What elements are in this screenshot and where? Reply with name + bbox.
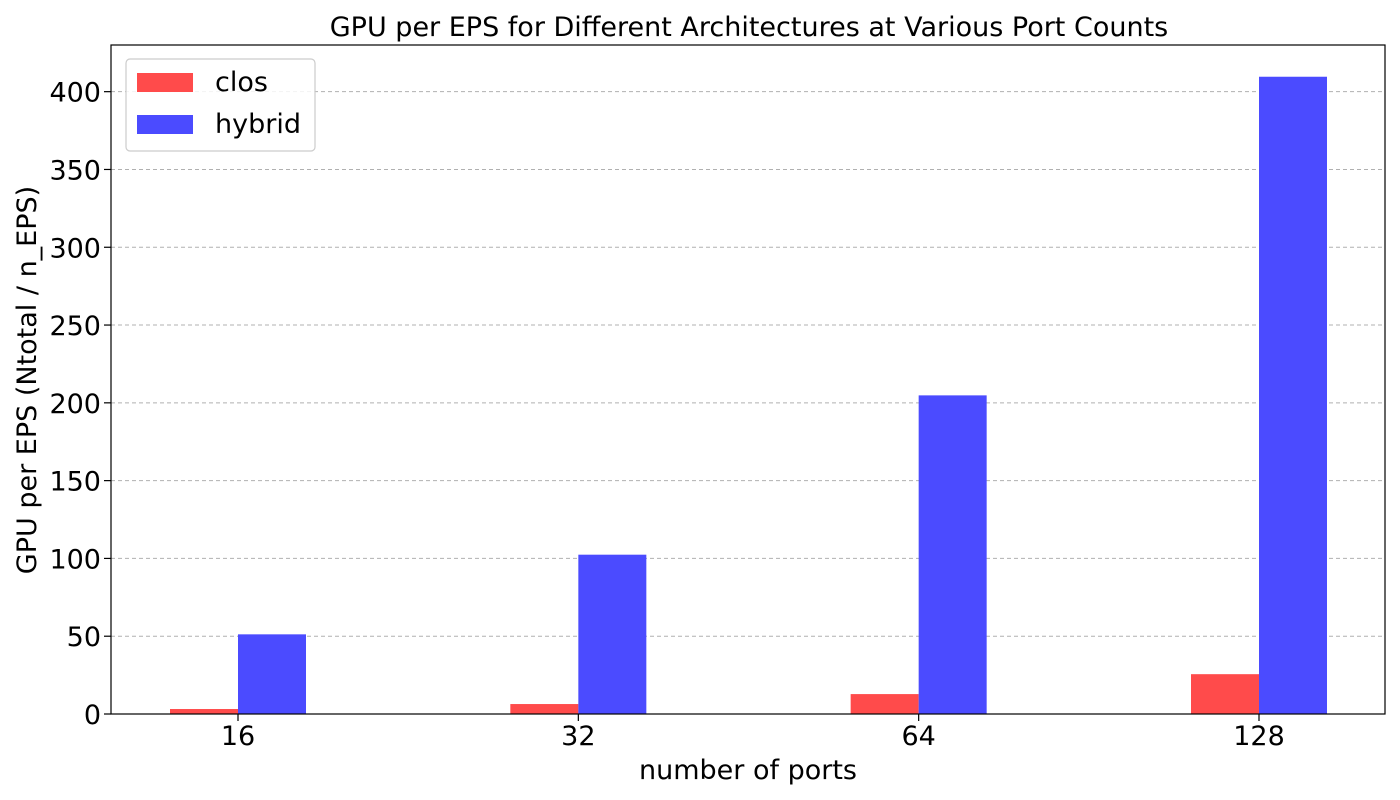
bar-hybrid-16: [238, 634, 306, 714]
legend-label-hybrid: hybrid: [215, 109, 301, 140]
bar-clos-32: [510, 704, 579, 714]
y-tick-label: 0: [84, 700, 101, 731]
bar-clos-128: [1191, 674, 1259, 714]
legend-swatch-clos: [137, 73, 193, 92]
y-tick-label: 400: [49, 78, 101, 109]
plot-frame: [110, 44, 1386, 715]
grid-lines: [111, 91, 1385, 637]
x-tick-label: 64: [901, 721, 935, 752]
bars: [170, 76, 1327, 715]
legend-swatch-hybrid: [137, 115, 193, 134]
bar-hybrid-128: [1259, 76, 1327, 715]
bar-hybrid-32: [578, 554, 647, 714]
x-tick-label: 16: [221, 721, 255, 752]
bar-hybrid-64: [918, 395, 987, 714]
y-tick-label: 350: [49, 155, 101, 186]
y-tick-label: 250: [49, 311, 101, 342]
legend: clos hybrid: [125, 58, 316, 152]
x-axis-label: number of ports: [639, 755, 857, 786]
y-axis: 0 50 100 150 200 250 300 350 400: [49, 78, 111, 731]
legend-label-clos: clos: [215, 67, 268, 98]
y-tick-label: 50: [67, 622, 101, 653]
y-axis-label: GPU per EPS (Ntotal / n_EPS): [12, 186, 43, 574]
bar-clos-64: [850, 694, 919, 714]
chart-title: GPU per EPS for Different Architectures …: [330, 12, 1168, 43]
bar-clos-16: [170, 709, 238, 714]
y-tick-label: 150: [49, 467, 101, 498]
x-axis: 16 32 64 128: [221, 714, 1285, 752]
y-tick-label: 200: [49, 389, 101, 420]
x-tick-label: 32: [561, 721, 595, 752]
y-tick-label: 300: [49, 233, 101, 264]
x-tick-label: 128: [1233, 721, 1285, 752]
y-tick-label: 100: [49, 544, 101, 575]
